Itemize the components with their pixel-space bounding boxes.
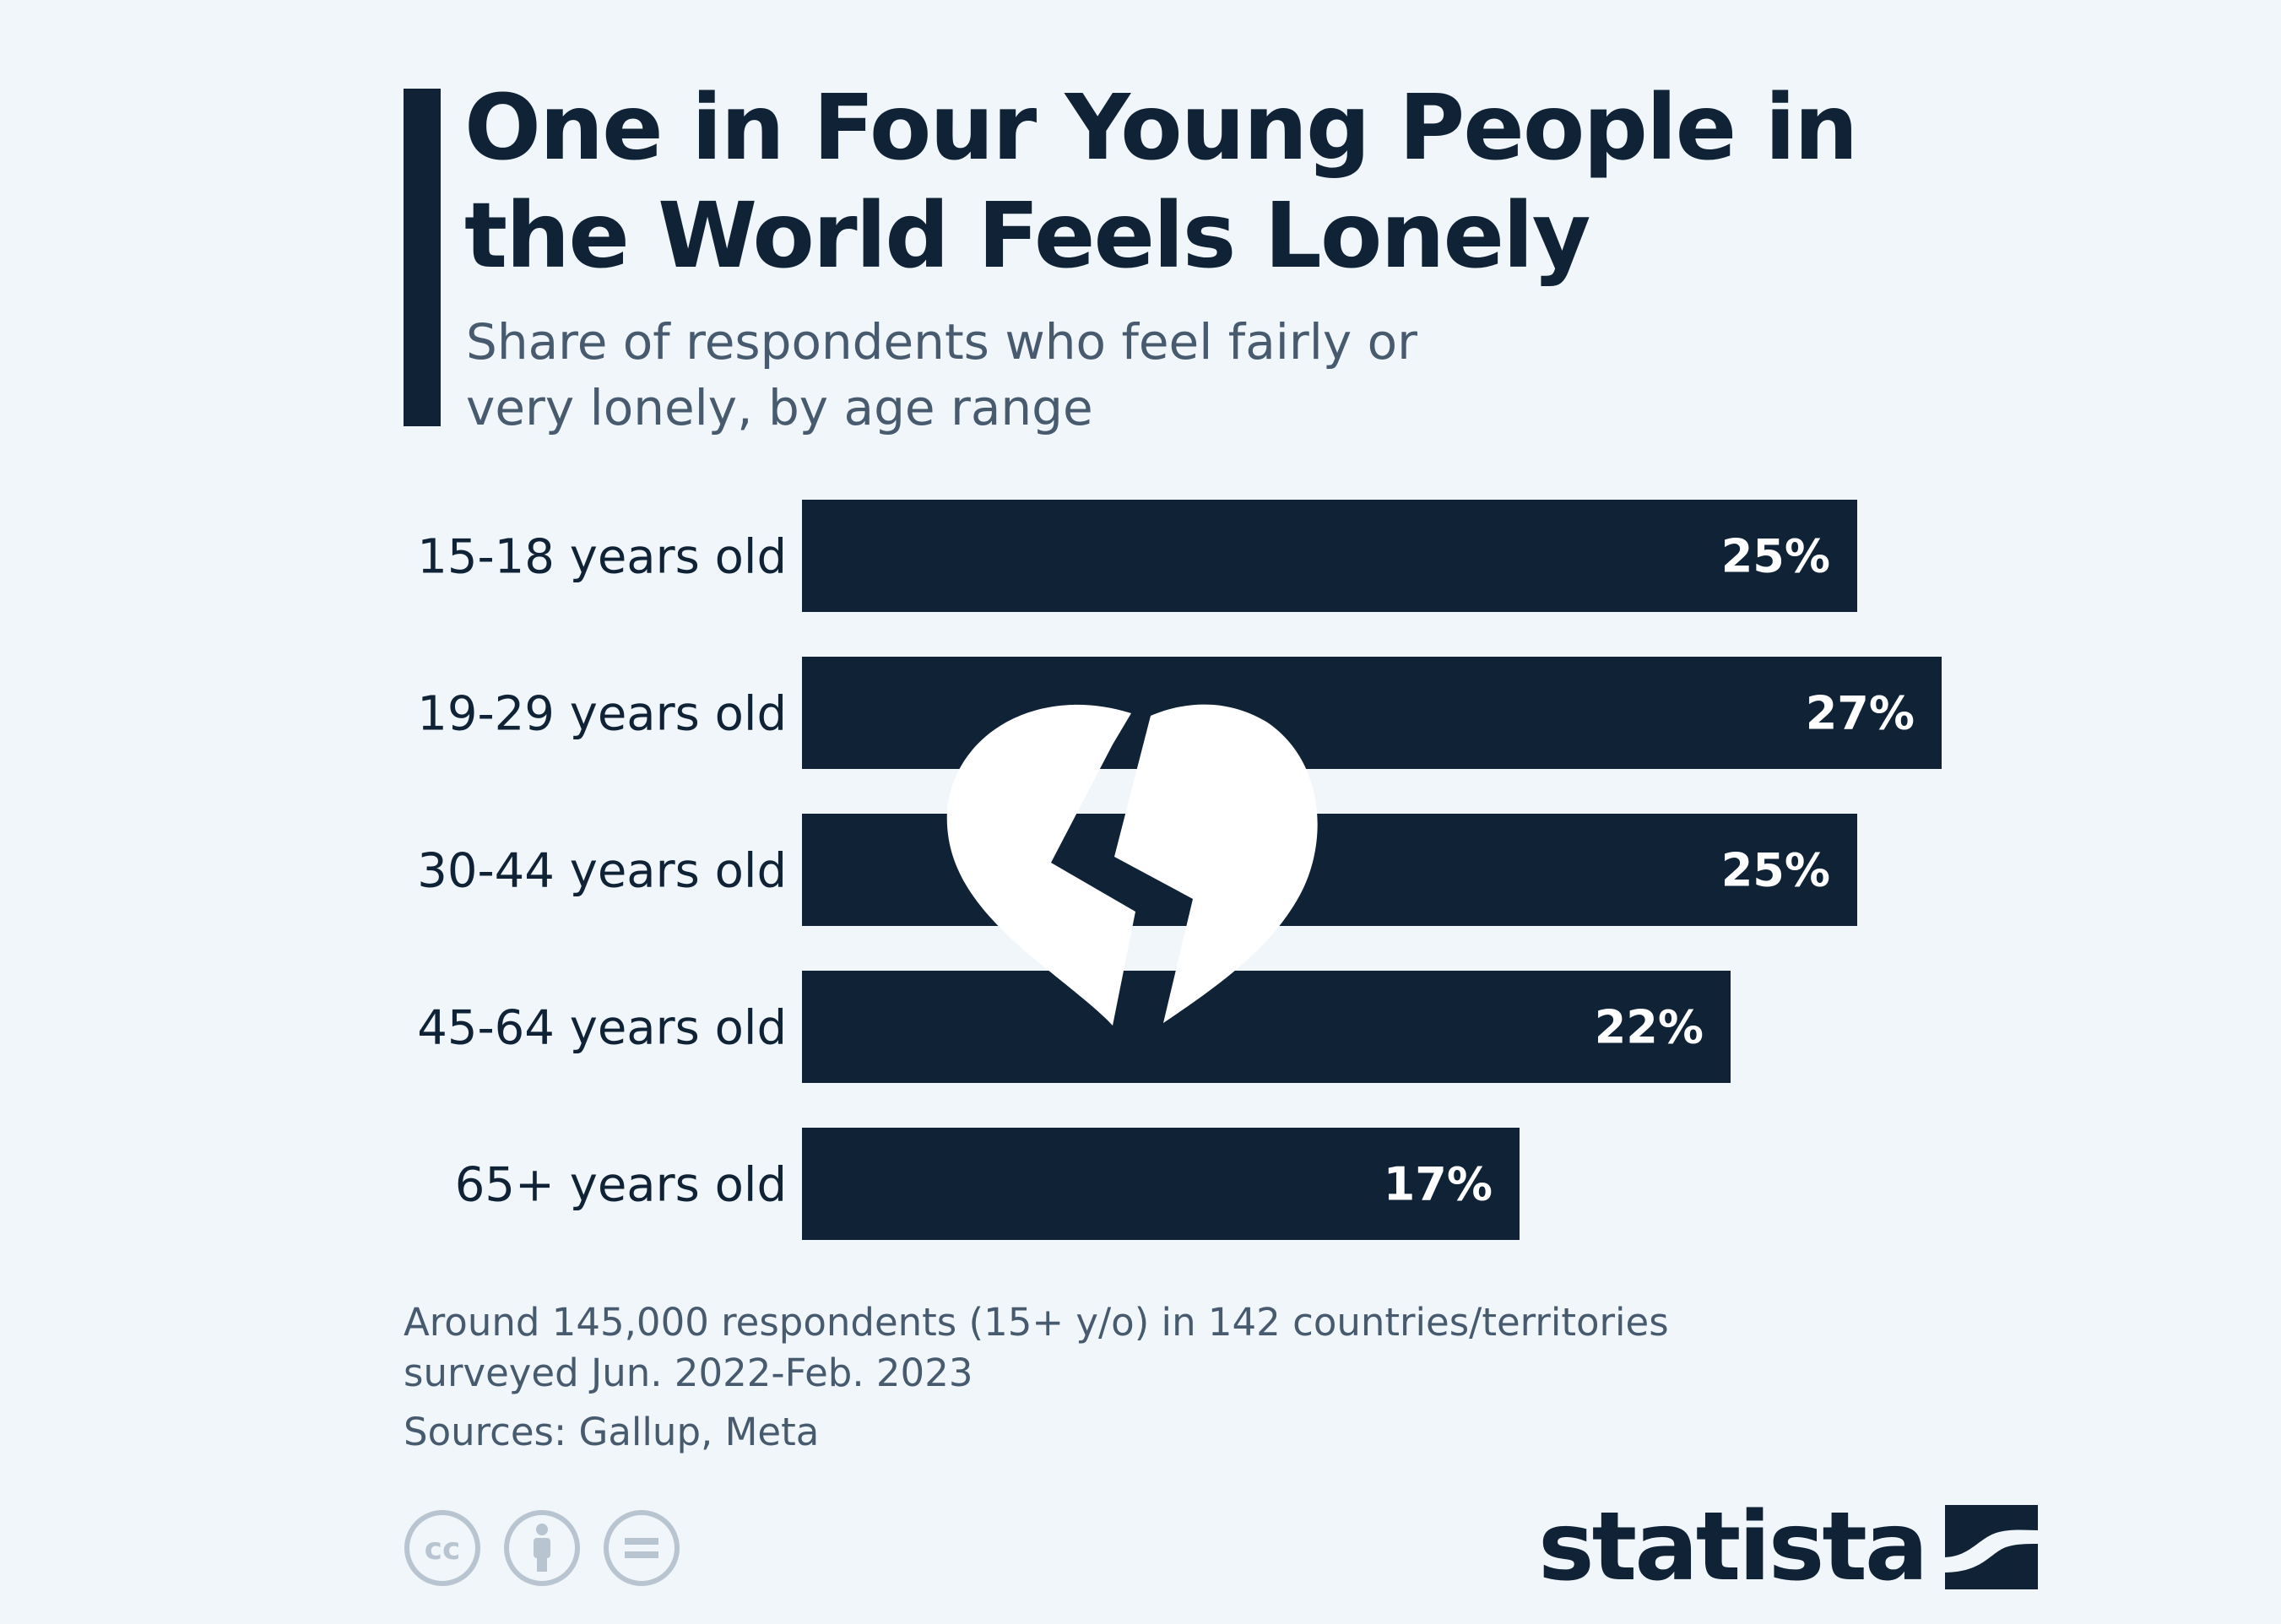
bar-1: [802, 500, 1857, 612]
bars-layer: [802, 500, 1942, 1240]
survey-note: Around 145,000 respondents (15+ y/o) in …: [404, 1300, 1669, 1395]
category-label: 65+ years old: [455, 1158, 787, 1213]
bar-5: [802, 1128, 1520, 1240]
brand-name: statista: [1538, 1492, 1928, 1602]
value-label: 25%: [1721, 530, 1830, 583]
sources-line: Sources: Gallup, Meta: [404, 1410, 820, 1454]
no-derivatives-icon[interactable]: [603, 1509, 680, 1587]
chart-subtitle: Share of respondents who feel fairly or …: [466, 313, 1417, 436]
value-label: 27%: [1806, 687, 1915, 740]
category-label: 30-44 years old: [417, 844, 787, 899]
category-label: 19-29 years old: [417, 687, 787, 742]
statista-mark-icon: [1944, 1505, 2038, 1589]
creative-commons-icon[interactable]: cc: [404, 1509, 481, 1587]
chart-title: One in Four Young People in the World Fe…: [464, 76, 1858, 289]
category-label: 15-18 years old: [417, 530, 787, 585]
license-icons: cc: [404, 1509, 680, 1587]
value-label: 22%: [1595, 1001, 1704, 1054]
value-label: 17%: [1384, 1158, 1493, 1211]
value-label: 25%: [1721, 844, 1830, 897]
attribution-icon[interactable]: [503, 1509, 581, 1587]
svg-text:cc: cc: [425, 1532, 461, 1567]
title-accent-bar: [404, 89, 441, 426]
category-label: 45-64 years old: [417, 1001, 787, 1056]
broken-heart-icon: [946, 704, 1318, 1026]
bar-4: [802, 971, 1731, 1083]
labels-layer: 15-18 years old 25% 19-29 years old 27% 30-4…: [417, 530, 1915, 1213]
statista-logo[interactable]: statista: [1538, 1492, 2038, 1602]
